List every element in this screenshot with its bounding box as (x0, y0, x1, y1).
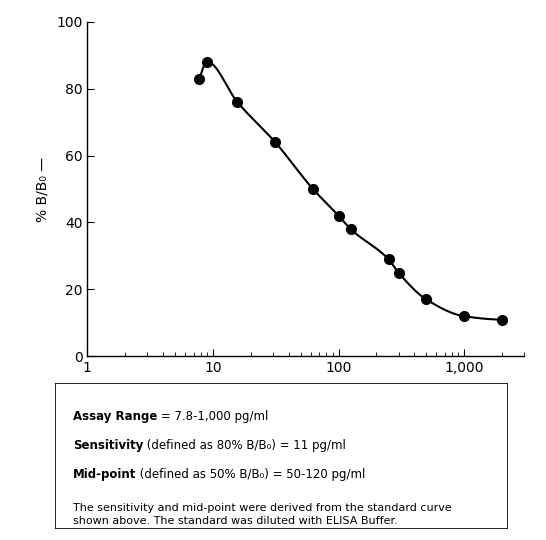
Point (334, 212, 343, 220)
Point (203, 57, 212, 66)
Point (422, 295, 431, 304)
FancyBboxPatch shape (55, 383, 508, 529)
Text: Mid-point: Mid-point (73, 468, 136, 481)
Text: Assay Range: Assay Range (73, 410, 157, 423)
X-axis label: Analyte (pg/ml): Analyte (pg/ml) (239, 383, 372, 399)
Point (233, 98, 242, 106)
Point (271, 138, 280, 146)
Point (384, 255, 393, 264)
Point (308, 185, 317, 193)
Point (394, 268, 403, 277)
Text: = 7.8-1,000 pg/ml: = 7.8-1,000 pg/ml (157, 410, 269, 423)
Text: Sensitivity: Sensitivity (73, 439, 143, 452)
Text: (defined as 50% B/B₀) = 50-120 pg/ml: (defined as 50% B/B₀) = 50-120 pg/ml (136, 468, 365, 481)
Text: The sensitivity and mid-point were derived from the standard curve
shown above. : The sensitivity and mid-point were deriv… (73, 503, 452, 526)
Y-axis label: % B/B₀ —: % B/B₀ — (35, 157, 49, 221)
Point (346, 225, 355, 233)
Text: (defined as 80% B/B₀) = 11 pg/ml: (defined as 80% B/B₀) = 11 pg/ml (143, 439, 346, 452)
Point (460, 312, 468, 321)
Point (195, 74, 204, 83)
Point (497, 315, 506, 324)
